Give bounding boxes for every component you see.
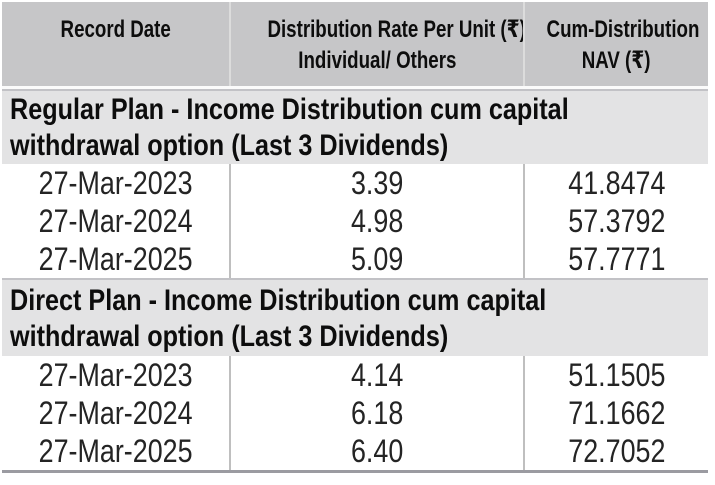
record-date-header-label: Record Date [60,16,171,43]
plan-section-rows: 27-Mar-2023 3.39 41.8474 27-Mar-2024 4.9… [2,164,708,278]
rate-cell: 6.18 [229,394,523,432]
record-date-cell: 27-Mar-2024 [38,395,193,431]
rate-cell: 5.09 [229,240,523,278]
plan-section-title-text: Direct Plan - Income Distribution cum ca… [10,284,547,353]
column-header-cum-distribution-nav: Cum-Distribution NAV (₹) [523,2,708,86]
dividend-row: 27-Mar-2025 6.40 72.7052 [2,432,708,470]
rate-cell: 4.98 [229,202,523,240]
dividend-history-table: Record Date Distribution Rate Per Unit (… [2,2,708,473]
cum-distribution-nav-header-line2: NAV (₹) [582,47,651,74]
nav-cell: 71.1662 [523,394,708,432]
plan-section-title-text: Regular Plan - Income Distribution cum c… [10,93,569,162]
plan-sections: Regular Plan - Income Distribution cum c… [2,89,708,470]
table-bottom-border [2,470,708,473]
nav-cell: 72.7052 [523,432,708,470]
dividend-row: 27-Mar-2023 3.39 41.8474 [2,164,708,202]
record-date-cell: 27-Mar-2025 [38,433,193,469]
dividend-row: 27-Mar-2024 4.98 57.3792 [2,202,708,240]
nav-cell: 57.3792 [523,202,708,240]
rate-cell: 4.14 [229,356,523,394]
record-date-cell: 27-Mar-2023 [38,357,193,393]
nav-cell: 57.7771 [523,240,708,278]
plan-section-rows: 27-Mar-2023 4.14 51.1505 27-Mar-2024 6.1… [2,356,708,470]
distribution-rate-header-line2: Individual/ Others [297,47,457,74]
column-header-record-date: Record Date [2,2,229,86]
plan-section-title: Direct Plan - Income Distribution cum ca… [2,278,708,356]
dividend-row: 27-Mar-2023 4.14 51.1505 [2,356,708,394]
rate-cell: 3.39 [229,164,523,202]
record-date-cell: 27-Mar-2025 [38,241,193,277]
record-date-cell: 27-Mar-2024 [38,203,193,239]
nav-cell: 41.8474 [523,164,708,202]
rate-cell: 6.40 [229,432,523,470]
cum-distribution-nav-header-line1: Cum-Distribution [546,16,700,43]
dividend-row: 27-Mar-2025 5.09 57.7771 [2,240,708,278]
record-date-cell: 27-Mar-2023 [38,165,193,201]
distribution-rate-header-line1: Distribution Rate Per Unit (₹) [267,16,523,43]
nav-cell: 51.1505 [523,356,708,394]
plan-section-title: Regular Plan - Income Distribution cum c… [2,89,708,164]
table-header-row: Record Date Distribution Rate Per Unit (… [2,2,708,86]
column-header-distribution-rate: Distribution Rate Per Unit (₹) Individua… [229,2,523,86]
dividend-row: 27-Mar-2024 6.18 71.1662 [2,394,708,432]
header-separator [2,86,708,89]
